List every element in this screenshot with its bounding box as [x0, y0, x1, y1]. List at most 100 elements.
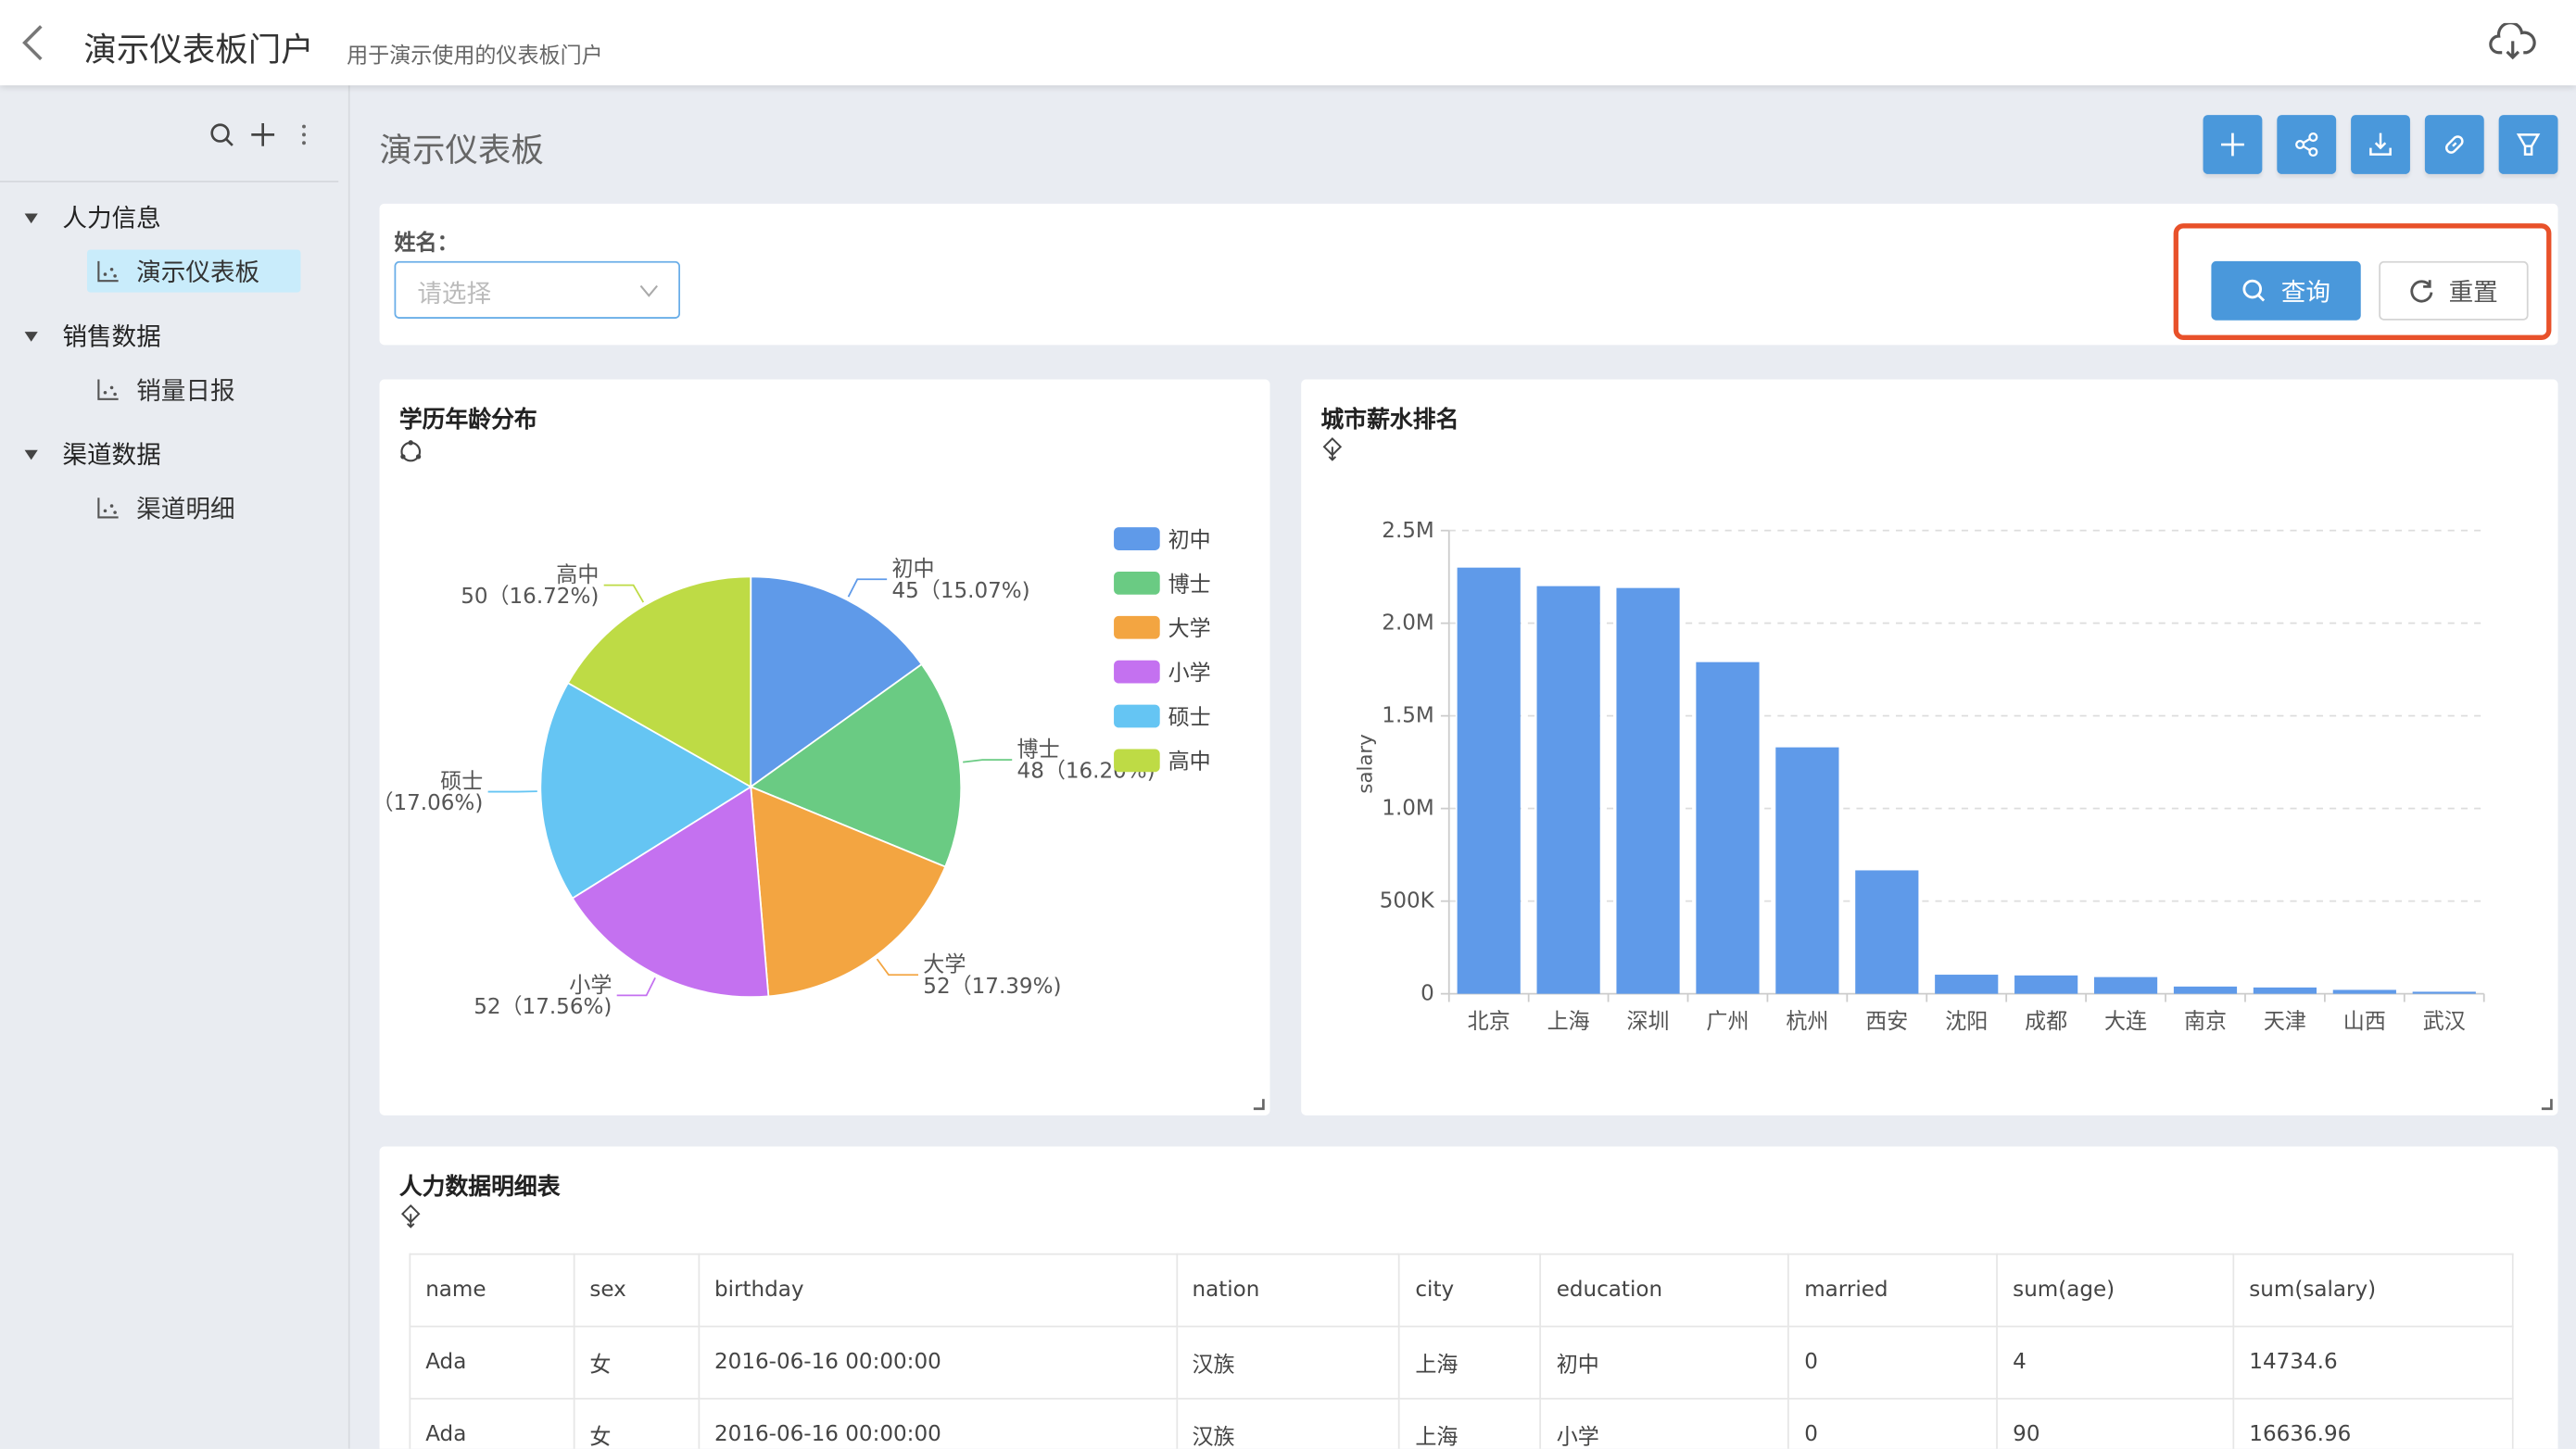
y-tick-label: 1.0M [1382, 797, 1434, 821]
search-icon[interactable] [208, 121, 234, 147]
chevron-left-icon[interactable] [17, 23, 49, 63]
name-select[interactable]: 请选择 [394, 260, 681, 319]
pie-chart-title: 学历年龄分布 [398, 407, 537, 435]
pie-label-name: 博士 [1017, 738, 1060, 762]
pie-label-line [603, 584, 645, 603]
bar[interactable] [1935, 975, 1999, 994]
legend-swatch[interactable] [1114, 660, 1160, 684]
pie-slice[interactable] [750, 785, 947, 998]
add-button[interactable] [2203, 115, 2263, 174]
legend-swatch[interactable] [1114, 615, 1160, 639]
pie-slice[interactable] [749, 662, 963, 868]
tree-group-label: 渠道数据 [62, 440, 161, 471]
legend-swatch[interactable] [1114, 749, 1160, 773]
bar[interactable] [2412, 991, 2476, 994]
dashboard-title: 演示仪表板 [379, 130, 544, 170]
share-icon [2295, 132, 2318, 158]
column-header[interactable]: name [409, 1253, 575, 1328]
plus-icon[interactable] [249, 121, 275, 147]
x-tick-label: 杭州 [1786, 1010, 1828, 1034]
caret-down-icon[interactable] [23, 446, 40, 462]
reset-button[interactable]: 重置 [2379, 260, 2529, 321]
sidebar-divider [0, 181, 339, 183]
bar[interactable] [1775, 747, 1839, 994]
pie-slice[interactable] [539, 681, 752, 900]
more-vertical-icon[interactable] [296, 121, 312, 147]
sidebar: 人力信息演示仪表板销售数据销量日报渠道数据渠道明细 [0, 85, 350, 1449]
chart-icon [97, 379, 119, 400]
share-button[interactable] [2277, 115, 2337, 174]
table-row: Ada 女 2016-06-16 00:00:00 汉族 上海 初中 0 4 14734.6 [409, 1325, 2514, 1400]
bar[interactable] [2093, 976, 2158, 994]
drill-down-icon[interactable] [1320, 437, 1345, 463]
tree-item-label: 销量日报 [136, 375, 235, 406]
bar[interactable] [2173, 986, 2238, 994]
bar[interactable] [1855, 870, 1919, 994]
column-header[interactable]: sum(age) [1996, 1253, 2235, 1328]
legend-swatch[interactable] [1114, 704, 1160, 728]
bar[interactable] [1696, 662, 1760, 994]
bar-chart-title: 城市薪水排名 [1320, 407, 1459, 435]
drill-down-icon[interactable] [398, 1203, 423, 1230]
bar[interactable] [2253, 987, 2317, 994]
cloud-download-icon[interactable] [2489, 22, 2538, 63]
caret-down-icon[interactable] [23, 328, 40, 345]
table-cell: 2016-06-16 00:00:00 [698, 1325, 1178, 1400]
pie-label-name: 大学 [923, 953, 966, 977]
column-header[interactable]: city [1398, 1253, 1542, 1328]
legend-label[interactable]: 小学 [1168, 662, 1211, 686]
bar[interactable] [1457, 567, 1521, 994]
resize-handle-icon[interactable] [2541, 1099, 2553, 1111]
tree-item[interactable]: 渠道明细 [87, 486, 300, 529]
legend-swatch[interactable] [1114, 527, 1160, 550]
tree-group[interactable]: 人力信息 [23, 200, 161, 234]
column-header[interactable]: sex [573, 1253, 701, 1328]
tree-item[interactable]: 销量日报 [87, 368, 300, 410]
bar[interactable] [2014, 975, 2078, 994]
bar[interactable] [1616, 587, 1680, 994]
table-cell: 女 [573, 1325, 701, 1400]
legend-swatch[interactable] [1114, 571, 1160, 595]
table-cell: 4 [1996, 1325, 2235, 1400]
pie-slice[interactable] [566, 575, 752, 788]
y-tick-label: 0 [1421, 982, 1434, 1006]
column-header[interactable]: birthday [698, 1253, 1178, 1328]
pie-label-value: 52（17.56%) [474, 995, 612, 1019]
cycle-icon[interactable] [398, 438, 423, 464]
pie-label-name: 小学 [569, 974, 612, 998]
legend-label[interactable]: 初中 [1168, 528, 1211, 552]
select-placeholder: 请选择 [417, 279, 492, 309]
legend-label[interactable]: 高中 [1168, 750, 1211, 775]
pie-label-line [876, 958, 918, 976]
tree-group[interactable]: 销售数据 [23, 319, 161, 353]
table-cell: 0 [1787, 1397, 1999, 1449]
tree-item[interactable]: 演示仪表板 [86, 249, 301, 293]
column-header[interactable]: education [1539, 1253, 1790, 1328]
resize-handle-icon[interactable] [1253, 1099, 1265, 1111]
y-tick-label: 2.5M [1382, 519, 1434, 543]
legend-label[interactable]: 大学 [1168, 617, 1211, 641]
caret-down-icon[interactable] [23, 209, 40, 226]
table-cell: 小学 [1539, 1397, 1790, 1449]
chart-icon [97, 260, 119, 283]
query-button[interactable]: 查询 [2211, 260, 2361, 321]
download-button[interactable] [2351, 115, 2410, 174]
table-cell: 初中 [1539, 1325, 1790, 1400]
pie-chart-card: 学历年龄分布 初中 45（15.07%) 博士 48（16.20%) 大学 52（17.3… [379, 379, 1270, 1115]
link-button[interactable] [2424, 115, 2484, 174]
pie-slice[interactable] [750, 575, 923, 788]
tree-item-label: 演示仪表板 [136, 257, 260, 287]
detail-table: name sex birthday nation city education marrie… [409, 1253, 2514, 1449]
bar[interactable] [2332, 989, 2396, 994]
y-tick-label: 2.0M [1382, 611, 1434, 636]
column-header[interactable]: nation [1175, 1253, 1401, 1328]
pie-slice[interactable] [571, 785, 770, 999]
legend-label[interactable]: 硕士 [1168, 706, 1211, 730]
legend-label[interactable]: 博士 [1168, 573, 1211, 597]
column-header[interactable]: sum(salary) [2232, 1253, 2514, 1328]
filter-button[interactable] [2498, 115, 2558, 174]
tree-group[interactable]: 渠道数据 [23, 437, 161, 472]
bar[interactable] [1536, 586, 1600, 994]
column-header[interactable]: married [1787, 1253, 1999, 1328]
tree-group-label: 人力信息 [62, 203, 161, 233]
